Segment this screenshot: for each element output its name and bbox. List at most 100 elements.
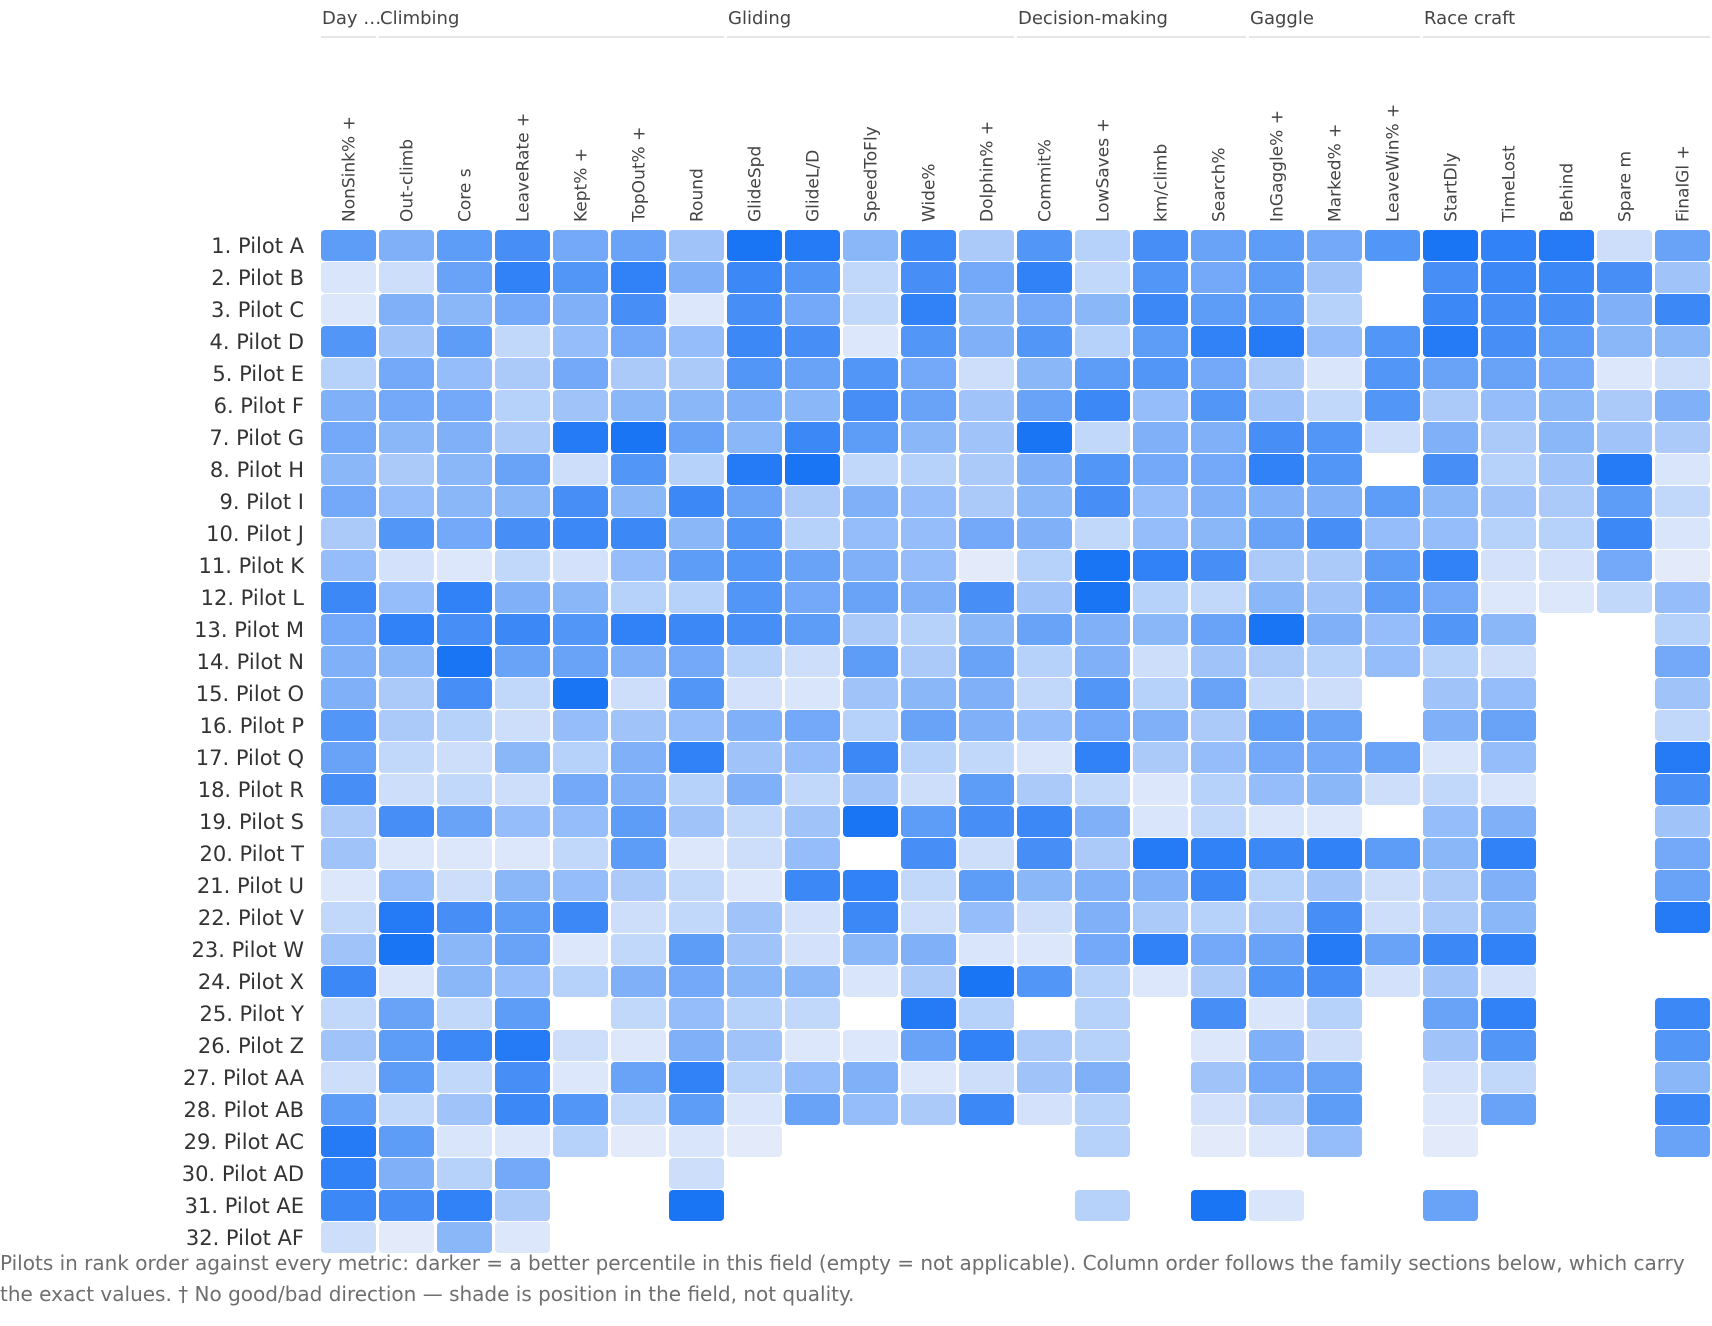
heatmap-cell <box>959 326 1014 357</box>
heatmap-cell <box>437 390 492 421</box>
heatmap-cell <box>437 934 492 965</box>
heatmap-cell <box>1423 486 1478 517</box>
heatmap-cell <box>1191 614 1246 645</box>
heatmap-cell <box>785 518 840 549</box>
row-label: 6. Pilot F <box>214 394 304 418</box>
heatmap-cell <box>727 998 782 1029</box>
heatmap-cell <box>321 1094 376 1125</box>
heatmap-cell <box>1655 774 1710 805</box>
heatmap-cell <box>1423 742 1478 773</box>
heatmap-cell <box>495 454 550 485</box>
heatmap-cell <box>553 582 608 613</box>
heatmap-cell <box>1655 326 1710 357</box>
heatmap-cell <box>321 646 376 677</box>
heatmap-cell <box>1191 1062 1246 1093</box>
heatmap-cell <box>1075 1030 1130 1061</box>
heatmap-cell <box>727 614 782 645</box>
heatmap-cell <box>901 262 956 293</box>
heatmap-cell <box>1655 230 1710 261</box>
heatmap-cell <box>669 486 724 517</box>
heatmap-cell <box>1365 934 1420 965</box>
heatmap-cell <box>437 870 492 901</box>
heatmap-cell <box>1075 486 1130 517</box>
heatmap-cell <box>379 518 434 549</box>
heatmap-cell <box>1597 518 1652 549</box>
heatmap-cell <box>553 454 608 485</box>
heatmap-cell <box>843 262 898 293</box>
heatmap-cell <box>785 614 840 645</box>
column-header: Round <box>688 168 708 222</box>
heatmap-cell <box>1539 550 1594 581</box>
heatmap-cell <box>1249 262 1304 293</box>
heatmap-cell <box>553 230 608 261</box>
heatmap-cell <box>1075 422 1130 453</box>
heatmap-cell <box>1365 390 1420 421</box>
row-label: 14. Pilot N <box>197 650 304 674</box>
heatmap-cell <box>553 422 608 453</box>
heatmap-cell <box>611 966 666 997</box>
heatmap-cell <box>843 902 898 933</box>
heatmap-cell <box>669 1062 724 1093</box>
heatmap-cell <box>495 1190 550 1221</box>
heatmap-cell <box>669 550 724 581</box>
heatmap-cell <box>1481 646 1536 677</box>
heatmap-cell <box>437 1222 492 1253</box>
heatmap-cell <box>1307 710 1362 741</box>
heatmap-cell <box>727 262 782 293</box>
heatmap-cell <box>669 422 724 453</box>
heatmap-cell <box>1133 230 1188 261</box>
heatmap-cell <box>1075 358 1130 389</box>
heatmap-cell <box>1249 486 1304 517</box>
heatmap-cell <box>379 1062 434 1093</box>
heatmap-cell <box>1191 998 1246 1029</box>
heatmap-cell <box>495 934 550 965</box>
heatmap-cell <box>379 902 434 933</box>
heatmap-cell <box>321 1126 376 1157</box>
column-header: Commit% <box>1036 139 1056 222</box>
heatmap-cell <box>1655 1062 1710 1093</box>
heatmap-cell <box>1133 262 1188 293</box>
heatmap-cell <box>611 358 666 389</box>
heatmap-cell <box>379 486 434 517</box>
heatmap-cell <box>495 262 550 293</box>
heatmap-cell <box>553 806 608 837</box>
heatmap-cell <box>959 902 1014 933</box>
heatmap-cell <box>843 454 898 485</box>
heatmap-cell <box>1481 390 1536 421</box>
row-label: 17. Pilot Q <box>196 746 304 770</box>
heatmap-cell <box>1307 230 1362 261</box>
heatmap-cell <box>321 710 376 741</box>
heatmap-cell <box>1017 1062 1072 1093</box>
column-header: TimeLost <box>1500 145 1520 223</box>
heatmap-cell <box>495 646 550 677</box>
heatmap-cell <box>1307 550 1362 581</box>
heatmap-cell <box>727 870 782 901</box>
heatmap-cell <box>1481 262 1536 293</box>
heatmap-cell <box>785 486 840 517</box>
heatmap-cell <box>611 838 666 869</box>
heatmap-cell <box>843 614 898 645</box>
row-label: 4. Pilot D <box>209 330 304 354</box>
heatmap-cell <box>1539 390 1594 421</box>
heatmap-cell <box>1655 454 1710 485</box>
heatmap-cell <box>611 614 666 645</box>
heatmap-cell <box>669 1190 724 1221</box>
heatmap-cell <box>669 870 724 901</box>
heatmap-cell <box>1481 998 1536 1029</box>
heatmap-cell <box>1481 358 1536 389</box>
heatmap-cell <box>1075 838 1130 869</box>
heatmap-cell <box>1075 710 1130 741</box>
heatmap-cell <box>1481 710 1536 741</box>
heatmap-cell <box>959 998 1014 1029</box>
heatmap-cell <box>1307 294 1362 325</box>
heatmap-cell <box>1307 1030 1362 1061</box>
heatmap-cell <box>1539 518 1594 549</box>
heatmap-cell <box>843 1062 898 1093</box>
heatmap-cell <box>1191 230 1246 261</box>
heatmap-cell <box>1423 262 1478 293</box>
heatmap-cell <box>495 326 550 357</box>
heatmap-cell <box>379 1030 434 1061</box>
heatmap-cell <box>1133 870 1188 901</box>
heatmap-cell <box>321 358 376 389</box>
heatmap-cell <box>1423 806 1478 837</box>
